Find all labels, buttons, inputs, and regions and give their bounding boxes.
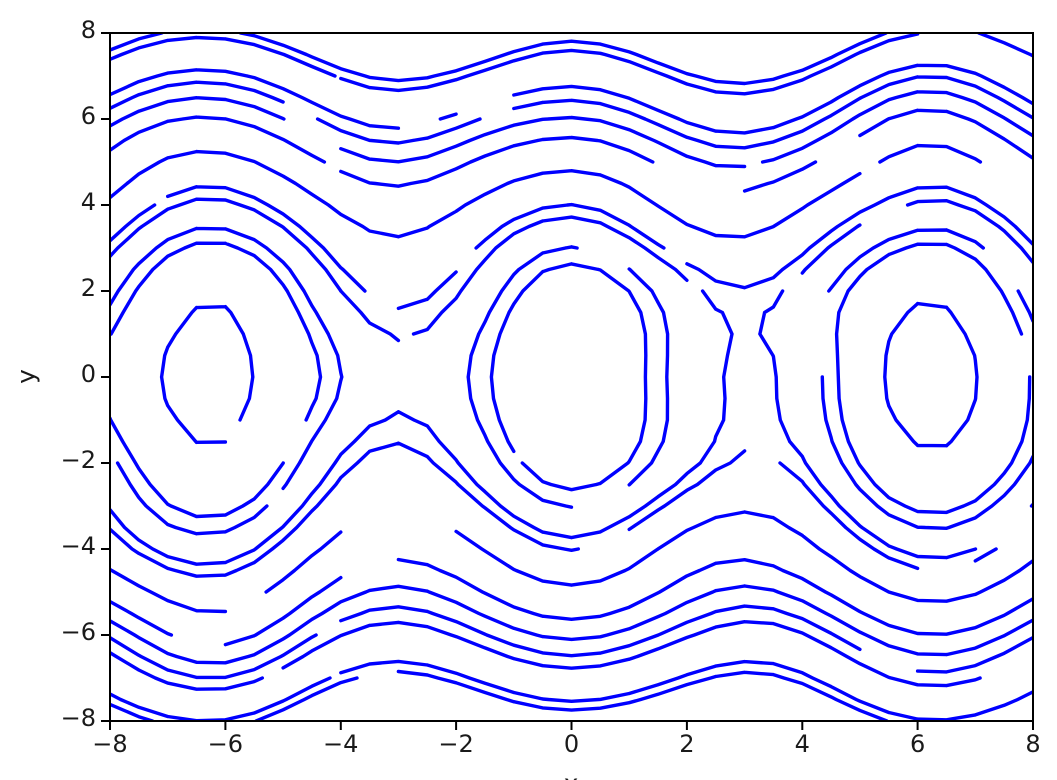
contour-level-4 [110,185,1033,578]
contour-level-10 [110,33,1033,721]
contour-level-11 [110,33,1033,721]
y-tick-label: 6 [80,102,96,130]
contour-lines [110,33,1033,721]
x-tick-label: −8 [92,730,128,758]
tick-marks [101,32,1034,730]
contour-level-3 [110,197,1033,566]
x-tick-label: 2 [679,730,695,758]
contour-level-9 [110,63,1033,691]
contour-level-1 [110,241,1032,519]
y-tick-label: −6 [60,618,96,646]
x-tick-label: −4 [323,730,359,758]
y-tick-label: 4 [80,188,96,216]
y-tick-label: −4 [60,532,96,560]
x-tick-label: −6 [207,730,244,758]
contour-level-8 [110,75,1033,680]
contour-level-2 [110,226,1033,536]
contour-level-5 [110,143,1033,614]
y-tick-label: 8 [80,16,96,44]
x-tick-label: 0 [563,730,580,758]
x-tick-label: −2 [438,730,474,758]
y-tick-label: 2 [80,274,96,302]
x-tick-label: 6 [909,730,926,758]
x-axis-label: x [531,769,611,780]
y-tick-label: −2 [60,446,96,474]
y-tick-label: 0 [80,360,96,388]
contour-level-7 [110,90,1033,665]
x-tick-label: 8 [1025,730,1041,758]
contour-level-6 [110,108,1033,647]
y-tick-label: −8 [60,704,96,732]
contour-level-0 [159,301,979,448]
x-tick-label: 4 [794,730,810,758]
